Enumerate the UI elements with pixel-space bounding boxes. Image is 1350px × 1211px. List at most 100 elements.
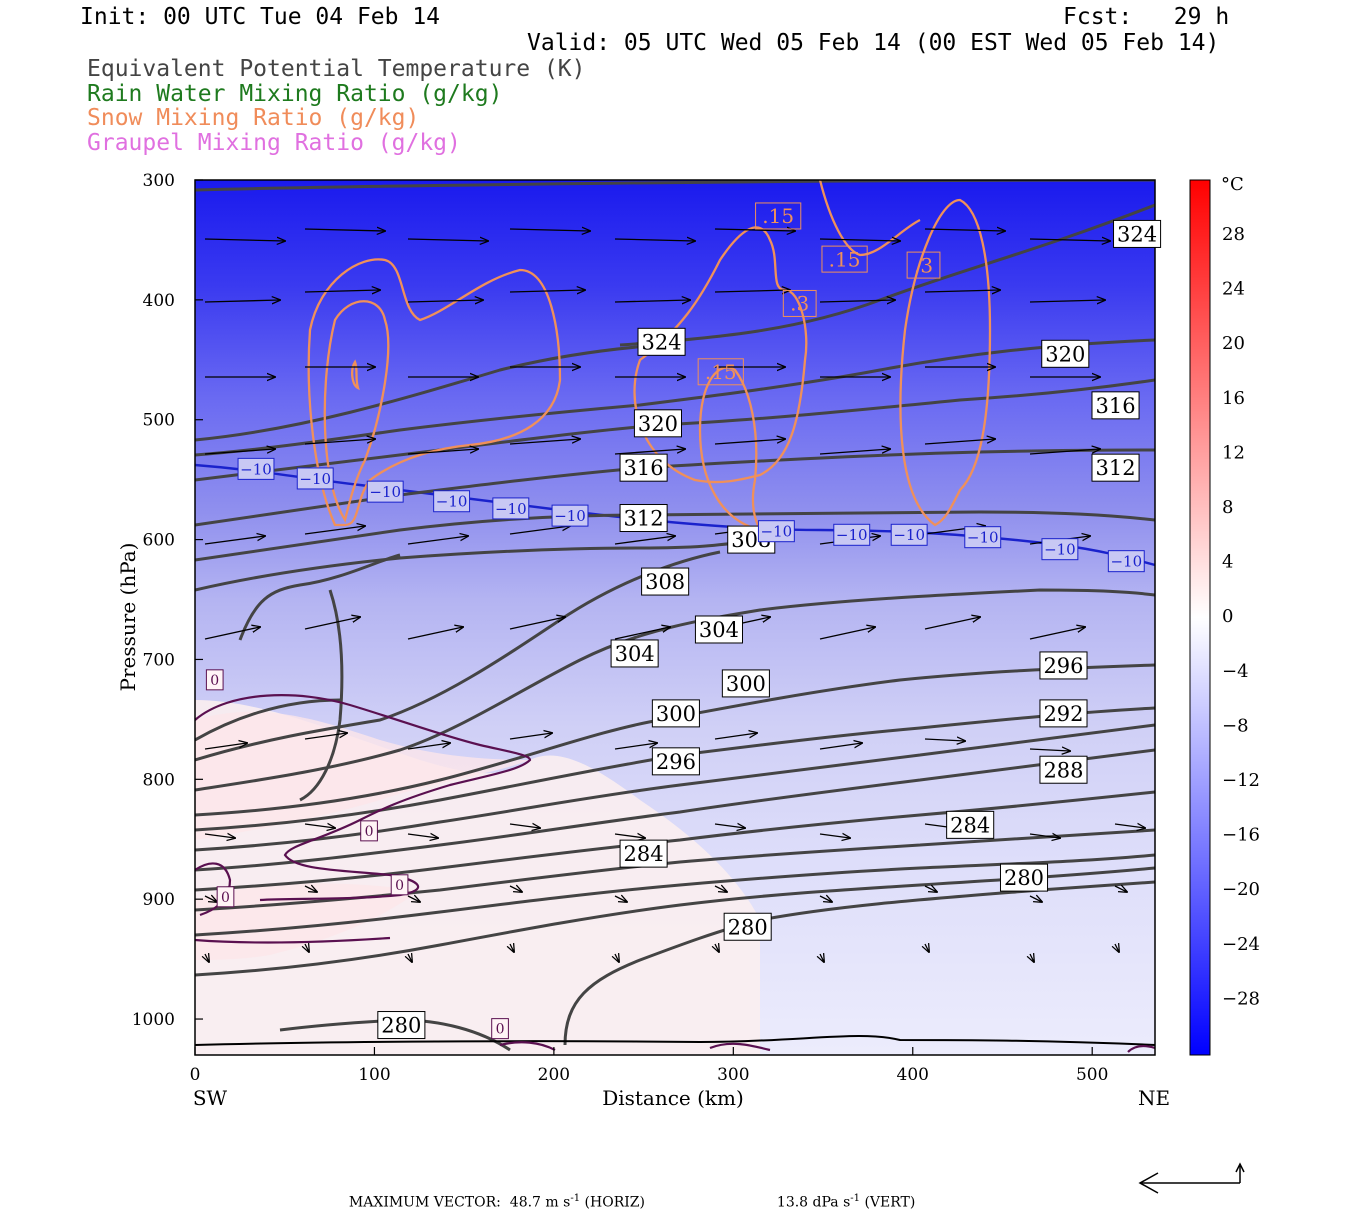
theta-e-label-text: 320 — [1045, 342, 1085, 366]
minus10-label: −10 — [296, 467, 334, 490]
minus10-label: −10 — [833, 523, 871, 546]
wind-vector — [304, 439, 375, 445]
minus10-label-text: −10 — [369, 483, 401, 501]
zero-isotherm-label: 0 — [491, 1018, 509, 1040]
theta-e-label-text: 292 — [1043, 702, 1083, 726]
minus10-label-text: −10 — [240, 460, 272, 478]
theta-e-label: 324 — [1113, 219, 1162, 248]
minus10-label: −10 — [366, 480, 404, 503]
x-tick-label: 400 — [897, 1065, 929, 1085]
minus10-label-text: −10 — [299, 470, 331, 488]
wind-vector — [204, 743, 247, 750]
theta-e-label-text: 324 — [641, 330, 681, 354]
wind-vector — [614, 627, 670, 640]
minus10-label: −10 — [964, 526, 1002, 549]
minus10-label: −10 — [551, 504, 589, 527]
wind-vector — [819, 449, 890, 455]
wind-vector — [1029, 239, 1110, 241]
wind-vector — [714, 886, 727, 892]
zero-isotherm-label: 0 — [390, 874, 409, 896]
wind-vector — [304, 617, 360, 630]
wind-vector — [924, 229, 1005, 231]
theta-e-label: 300 — [721, 669, 770, 698]
theta-e-label: 296 — [651, 747, 700, 776]
wind-vector — [509, 617, 565, 630]
wind-vector — [819, 627, 875, 640]
wind-vector — [205, 954, 209, 962]
minus10-label-text: −10 — [836, 526, 868, 544]
wind-vector — [407, 449, 478, 455]
snow-label: .3 — [906, 251, 941, 279]
snow-label-text: .15 — [762, 204, 794, 228]
wind-vector — [1029, 749, 1070, 751]
zero-isotherm-label-text: 0 — [365, 824, 374, 840]
wind-vector — [204, 834, 235, 838]
snow-label-text: .3 — [914, 253, 933, 277]
minus10-label: −10 — [1107, 550, 1145, 573]
theta-e-label-text: 296 — [656, 750, 696, 774]
init-time: Init: 00 UTC Tue 04 Feb 14 — [80, 4, 441, 30]
minus10-label: −10 — [237, 457, 275, 480]
theta-e-label: 312 — [1091, 453, 1140, 482]
wind-vector — [924, 439, 995, 445]
wind-vector — [509, 290, 585, 292]
minus10-label: −10 — [492, 497, 530, 520]
colorbar-tick-label: 12 — [1222, 442, 1245, 463]
colorbar-tick-label: 4 — [1222, 552, 1233, 573]
max-vector-label: MAXIMUM VECTOR: — [348, 1194, 501, 1211]
wind-vector — [204, 896, 217, 902]
colorbar-tick-label: 24 — [1222, 279, 1245, 300]
x-tick-label: 200 — [538, 1065, 570, 1085]
wind-vector — [1114, 886, 1127, 892]
legend-rain: Rain Water Mixing Ratio (g/kg) — [87, 81, 503, 107]
wind-vector — [614, 449, 685, 455]
wind-vectors — [205, 229, 1145, 962]
wind-vector — [1029, 834, 1060, 838]
theta-e-label: 288 — [1039, 755, 1088, 784]
snow-label-text: .3 — [790, 292, 809, 316]
wind-vector — [305, 944, 309, 952]
theta-e-label: 308 — [727, 525, 776, 554]
wind-vector — [819, 239, 900, 241]
snow-label: .3 — [782, 289, 817, 317]
y-axis-label: Pressure (hPa) — [116, 543, 140, 692]
wind-vector — [924, 886, 937, 892]
x-tick-label: 500 — [1076, 1065, 1108, 1085]
x-tick-label: 300 — [717, 1065, 749, 1085]
minus10-label: −10 — [433, 490, 471, 513]
wind-vector — [407, 896, 420, 902]
minus10-label: −10 — [890, 523, 928, 546]
theta-e-label-text: 280 — [1004, 866, 1044, 890]
theta-e-label: 292 — [1039, 699, 1088, 728]
wind-vector — [509, 733, 552, 740]
wind-vector — [304, 886, 317, 892]
x-tick-label: 0 — [190, 1065, 201, 1085]
wind-vector — [407, 834, 438, 838]
wind-vector — [407, 536, 468, 545]
minus10-label-text: −10 — [1044, 541, 1076, 559]
colorbar-tick-label: −20 — [1222, 879, 1260, 900]
snow-label-text: .15 — [829, 247, 861, 271]
theta-e-label: 280 — [723, 912, 772, 941]
theta-e-label: 324 — [637, 327, 686, 356]
theta-e-label: 316 — [619, 453, 668, 482]
wind-vector — [1029, 896, 1042, 902]
wind-vector — [614, 300, 690, 302]
zero-isotherm-label-text: 0 — [210, 673, 219, 689]
zero-isotherm-label: 0 — [360, 820, 378, 842]
wind-vector — [204, 239, 285, 241]
x-tick-label: 100 — [358, 1065, 390, 1085]
theta-e-label: 312 — [619, 504, 668, 533]
colorbar-tick-label: −28 — [1222, 988, 1260, 1009]
theta-e-label-text: 284 — [624, 842, 664, 866]
valid-time: Valid: 05 UTC Wed 05 Feb 14 (00 EST Wed … — [527, 30, 1220, 56]
colorbar-tick-label: −16 — [1222, 825, 1260, 846]
theta-e-label-text: 280 — [728, 915, 768, 939]
wind-vector — [819, 834, 850, 838]
colorbar-tick-label: −24 — [1222, 934, 1260, 955]
theta-e-label-text: 296 — [1043, 654, 1083, 678]
zero-isotherm-label: 0 — [205, 669, 224, 691]
vert-exp: -1 — [850, 1193, 861, 1204]
snow-label: .15 — [755, 202, 802, 230]
